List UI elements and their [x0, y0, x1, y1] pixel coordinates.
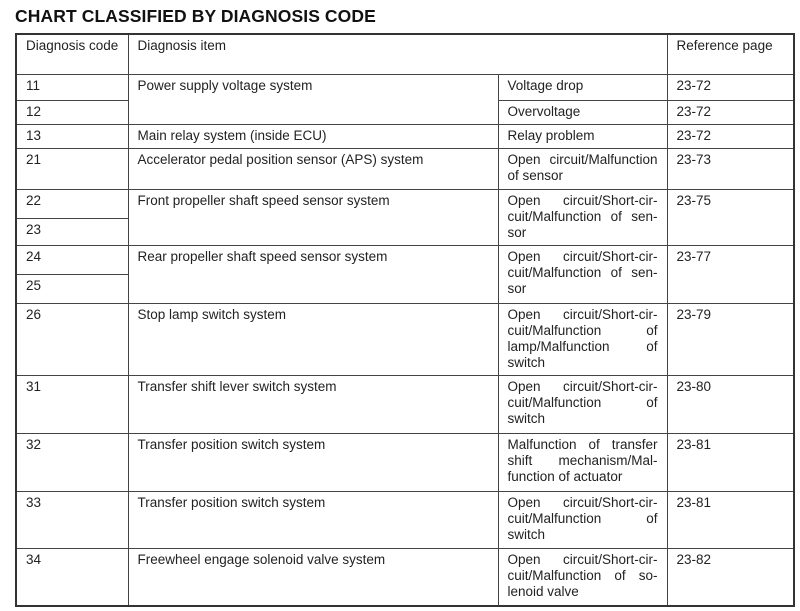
diagnosis-code-cell: 22 — [15, 188, 129, 219]
diagnosis-item-cell: Freewheel engage solenoid valve system — [127, 547, 499, 607]
reference-page-cell: 23-73 — [666, 147, 795, 190]
sub-item-cell: Open circuit/Short-cir­cuit/Malfunction … — [497, 188, 668, 246]
reference-page-cell: 23-81 — [666, 490, 795, 549]
table-row: 21 Accelerator pedal position sensor (APS… — [15, 147, 795, 190]
diagnosis-item-cell: Power supply voltage system — [127, 73, 499, 125]
table-row: 22 Front propeller shaft speed sensor sys… — [15, 188, 795, 246]
diagnosis-code-cell: 11 — [15, 73, 129, 101]
diagnosis-code-cell: 32 — [15, 432, 129, 492]
table-row: 32 Transfer position switch system Malfunc… — [15, 432, 795, 492]
reference-page-cell: 23-72 — [666, 99, 795, 125]
reference-page-cell: 23-72 — [666, 73, 795, 101]
header-reference-page: Reference page — [666, 33, 795, 75]
sub-item-cell: Open circuit/Short-cir­cuit/Malfunction … — [497, 547, 668, 607]
table-row: 34 Freewheel engage solenoid valve system… — [15, 547, 795, 607]
diagnosis-item-cell: Transfer position switch system — [127, 490, 499, 549]
sub-item-cell: Overvoltage — [497, 99, 668, 125]
sub-item-cell: Relay problem — [497, 123, 668, 149]
diagnosis-item-cell: Rear propeller shaft speed sensor system — [127, 244, 499, 304]
diagnosis-code-cell: 25 — [15, 273, 129, 304]
diagnosis-code-cell: 34 — [15, 547, 129, 607]
header-diagnosis-item: Diagnosis item — [127, 33, 668, 75]
table-row: 25 — [15, 273, 794, 304]
reference-page-cell: 23-82 — [666, 547, 795, 607]
reference-page-cell: 23-81 — [666, 432, 795, 492]
diagnosis-code-cell: 13 — [15, 123, 129, 149]
header-diagnosis-code: Diagnosis code — [15, 33, 129, 75]
diagnosis-code-cell: 24 — [15, 244, 129, 275]
diagnosis-item-cell: Main relay system (inside ECU) — [127, 123, 499, 149]
reference-page-cell: 23-79 — [666, 302, 795, 376]
reference-page-cell: 23-77 — [666, 244, 795, 304]
table-row: 24 Rear propeller shaft speed sensor syst… — [15, 244, 795, 304]
diagnosis-code-cell: 33 — [15, 490, 129, 549]
table-header-row: Diagnosis code Diagnosis item Reference … — [15, 33, 795, 75]
reference-page-cell: 23-72 — [666, 123, 795, 149]
diagnosis-item-cell: Stop lamp switch system — [127, 302, 499, 376]
table-row: 23 — [15, 217, 794, 246]
sub-item-cell: Open circuit/Short-cir­cuit/Malfunction … — [497, 490, 668, 549]
diagnosis-item-cell: Front propeller shaft speed sensor syste… — [127, 188, 499, 246]
diagnosis-code-table: Diagnosis code Diagnosis item Reference … — [15, 33, 796, 607]
sub-item-cell: Malfunction of transfer shift mechanism/… — [497, 432, 668, 492]
sub-item-cell: Open circuit/Short-cir­cuit/Malfunction … — [497, 244, 668, 304]
sub-item-cell: Open circuit/Short-cir­cuit/Malfunction … — [497, 302, 668, 376]
reference-page-cell: 23-80 — [666, 374, 795, 434]
diagnosis-code-cell: 21 — [15, 147, 129, 190]
sub-item-cell: Open circuit/Short-cir­cuit/Malfunction … — [497, 374, 668, 434]
diagnosis-item-cell: Transfer position switch system — [127, 432, 499, 492]
diagnosis-code-cell: 12 — [15, 99, 129, 125]
diagnosis-item-cell: Transfer shift lever switch system — [127, 374, 499, 434]
page-title: CHART CLASSIFIED BY DIAGNOSIS CODE — [15, 6, 376, 26]
diagnosis-code-cell: 31 — [15, 374, 129, 434]
sub-item-cell: Open circuit/Malfunc­tion of sensor — [497, 147, 668, 190]
table-row: 33 Transfer position switch system Open ci… — [15, 490, 795, 549]
table-row: 13 Main relay system (inside ECU) Relay pr… — [15, 123, 795, 149]
table-row: 31 Transfer shift lever switch system Open… — [15, 374, 795, 434]
diagnosis-code-cell: 23 — [15, 217, 129, 246]
reference-page-cell: 23-75 — [666, 188, 795, 246]
table-row: 26 Stop lamp switch system Open circuit/Sh… — [15, 302, 795, 376]
diagnosis-item-cell: Accelerator pedal position sensor (APS) … — [127, 147, 499, 190]
sub-item-cell: Voltage drop — [497, 73, 668, 101]
diagnosis-code-cell: 26 — [15, 302, 129, 376]
table-row: 11 Power supply voltage system Voltage dro… — [15, 73, 795, 125]
table-row: 12 Overvoltage 23-72 — [15, 99, 795, 125]
